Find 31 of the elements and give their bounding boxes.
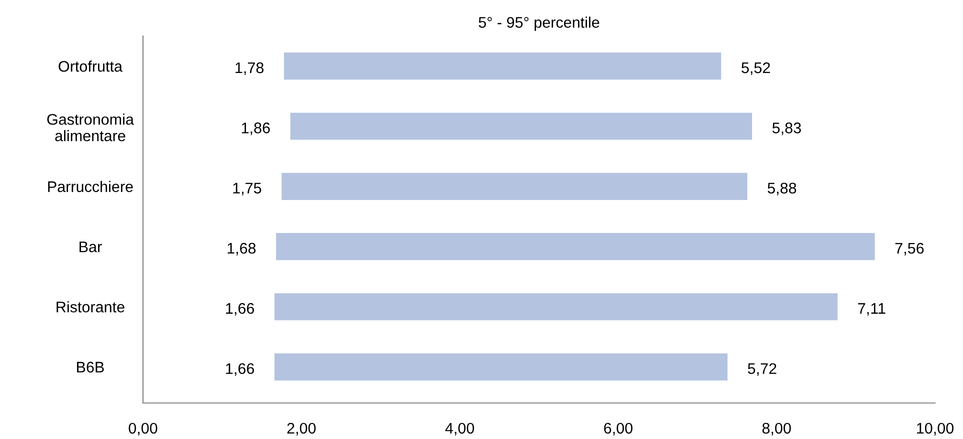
annotation: 1,78: [236, 62, 264, 75]
annotation: 1,68: [228, 242, 256, 256]
data-label: 5,52: [742, 62, 770, 75]
chart-title: 5° - 95° percentile: [478, 16, 600, 31]
data-label: 7,56: [895, 242, 924, 256]
x-tick-label: 0,00: [128, 422, 158, 436]
bar: [282, 172, 748, 200]
x-tick-label: 6,00: [604, 422, 632, 436]
bar: [276, 233, 875, 260]
x-tick-label: 8,00: [762, 422, 791, 436]
y-tick-label: Ristorante: [56, 301, 124, 312]
bar: [284, 52, 722, 80]
data-label: 5,72: [748, 363, 776, 376]
bar: [274, 353, 728, 380]
x-tick-label: 10,00: [917, 422, 954, 436]
annotation: 1,86: [242, 122, 270, 136]
y-tick-label: Bar: [80, 242, 102, 252]
data-label: 7,11: [858, 303, 886, 316]
data-label: 5,88: [768, 182, 796, 196]
bar: [290, 112, 752, 140]
bar: [274, 293, 838, 320]
y-tick-label: B6B: [77, 362, 104, 373]
x-tick-label: 2,00: [287, 422, 316, 436]
annotation: 1,66: [226, 303, 254, 316]
data-label: 5,83: [772, 122, 801, 136]
annotation: 1,66: [226, 363, 254, 376]
x-tick-label: 4,00: [445, 422, 474, 436]
annotation: 1,75: [233, 182, 262, 196]
y-tick-label: Parrucchiere: [48, 180, 133, 192]
y-tick-label: Gastronomia alimentare: [47, 114, 134, 142]
y-tick-label: Ortofrutta: [58, 60, 122, 72]
